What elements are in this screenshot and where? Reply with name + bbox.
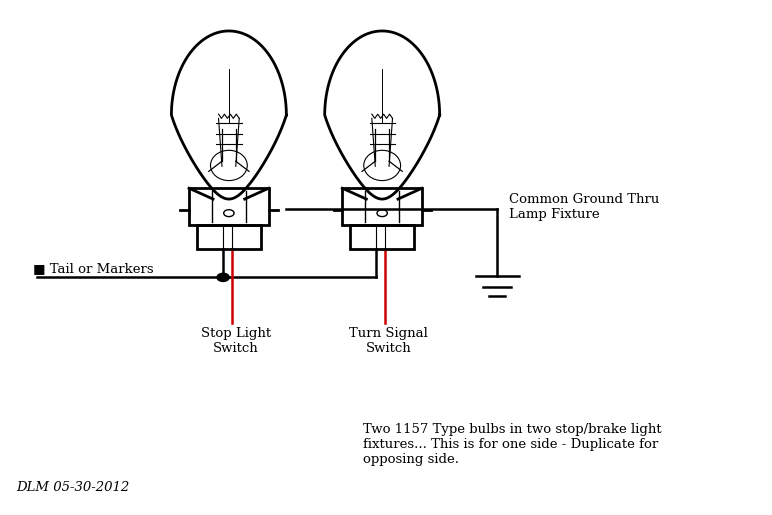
Bar <box>342 188 422 225</box>
Bar <box>197 225 261 249</box>
Text: Stop Light
Switch: Stop Light Switch <box>201 328 271 355</box>
Text: Turn Signal
Switch: Turn Signal Switch <box>350 328 428 355</box>
Text: Common Ground Thru
Lamp Fixture: Common Ground Thru Lamp Fixture <box>509 193 659 221</box>
Bar <box>189 188 269 225</box>
Bar <box>350 225 415 249</box>
Text: DLM 05-30-2012: DLM 05-30-2012 <box>16 482 130 494</box>
Text: ■ Tail or Markers: ■ Tail or Markers <box>33 262 154 275</box>
Circle shape <box>217 273 229 281</box>
Text: Two 1157 Type bulbs in two stop/brake light
fixtures... This is for one side - D: Two 1157 Type bulbs in two stop/brake li… <box>363 423 662 466</box>
